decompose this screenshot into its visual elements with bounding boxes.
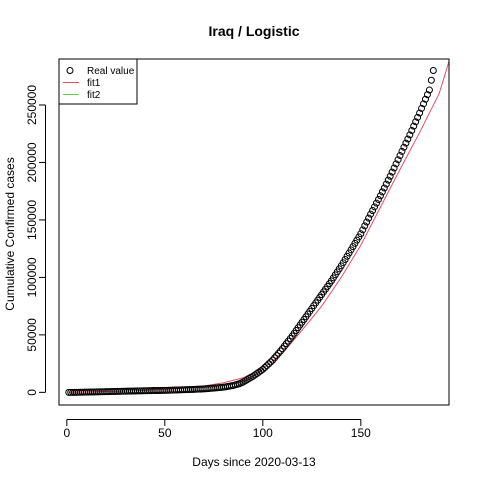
data-point (410, 122, 418, 130)
y-tick-label: 200000 (25, 142, 39, 182)
data-point (367, 210, 375, 218)
data-point (372, 199, 380, 207)
data-point (421, 95, 429, 103)
x-tick-label: 0 (63, 426, 70, 440)
data-point (271, 354, 279, 362)
data-point (398, 147, 406, 155)
data-point (423, 91, 431, 99)
data-point (382, 180, 390, 188)
data-point (408, 127, 416, 134)
chart-title: Iraq / Logistic (208, 23, 299, 39)
data-point (261, 364, 269, 372)
data-point (418, 104, 426, 112)
data-point (276, 347, 284, 355)
y-axis: 0 50000 100000 150000 200000 250000 (25, 85, 46, 396)
data-point (406, 131, 414, 139)
data-point (269, 356, 277, 364)
data-point (365, 214, 373, 222)
data-point (429, 67, 437, 74)
data-point (412, 118, 420, 126)
data-point (402, 139, 410, 147)
y-tick-label: 100000 (25, 257, 39, 297)
x-tick-label: 50 (158, 426, 172, 440)
data-point (388, 168, 396, 176)
data-point (394, 156, 402, 164)
data-points-group (65, 67, 437, 396)
data-point (420, 100, 428, 108)
legend-label-real-value: Real value (87, 66, 135, 77)
data-point (392, 160, 400, 168)
plot-frame (58, 58, 450, 406)
data-point (273, 352, 281, 360)
y-tick-label: 250000 (25, 85, 39, 125)
data-point (374, 195, 382, 203)
data-point (414, 113, 422, 121)
data-point (384, 176, 392, 184)
legend-label-fit1: fit1 (87, 78, 101, 89)
data-point (390, 164, 398, 172)
data-point (267, 358, 275, 366)
data-point (363, 218, 371, 226)
data-point (427, 76, 435, 84)
data-point (425, 86, 433, 94)
data-point (404, 135, 412, 143)
data-point (263, 362, 271, 370)
data-point (275, 349, 282, 357)
y-axis-label: Cumulative Confirmed cases (3, 157, 17, 310)
legend-label-fit2: fit2 (87, 90, 101, 101)
data-point (357, 230, 365, 238)
y-tick-label: 50000 (25, 318, 39, 352)
data-point (265, 360, 273, 368)
y-tick-label: 0 (25, 389, 39, 396)
data-point (376, 192, 384, 200)
data-point (369, 207, 377, 214)
x-tick-label: 150 (351, 426, 371, 440)
y-tick-label: 150000 (25, 200, 39, 240)
data-point (359, 226, 367, 234)
data-point (378, 188, 386, 196)
data-point (259, 365, 267, 373)
data-point (400, 143, 408, 151)
legend: Real value fit1 fit2 (58, 58, 138, 105)
data-point (396, 152, 404, 160)
x-tick-label: 100 (253, 426, 273, 440)
data-point (380, 184, 388, 192)
x-axis: 0 50 100 150 (63, 419, 371, 440)
legend-marker-real-value (66, 67, 74, 74)
data-point (386, 172, 394, 180)
x-axis-label: Days since 2020-03-13 (192, 455, 316, 469)
legend-box (58, 58, 138, 105)
data-point (416, 109, 424, 117)
data-point (361, 222, 369, 230)
data-point (371, 203, 379, 211)
